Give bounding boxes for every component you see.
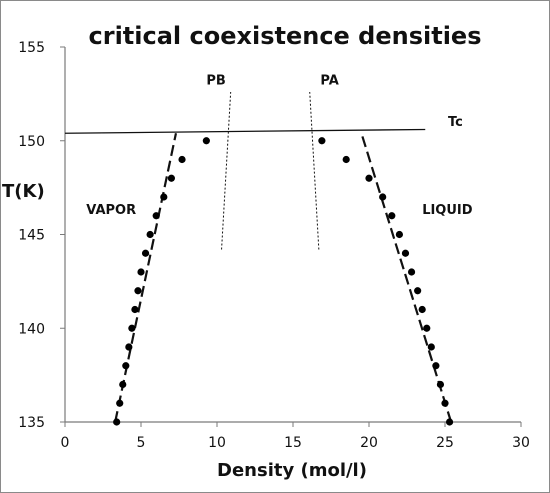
vapor-point — [128, 324, 136, 332]
annotations: PB PA Tc VAPOR LIQUID — [86, 74, 472, 218]
liquid-point — [342, 155, 350, 164]
vapor-point — [146, 230, 154, 239]
liquid-point — [365, 174, 373, 182]
liquid-point — [418, 305, 426, 314]
annotation-tc: Tc — [448, 115, 463, 130]
vapor-point — [202, 137, 210, 145]
liquid-point — [423, 324, 431, 332]
liquid-point — [379, 193, 387, 201]
liquid-point — [318, 137, 326, 145]
x-tick-label: 5 — [137, 435, 146, 451]
y-tick-label: 150 — [18, 134, 45, 150]
vapor-point — [160, 193, 168, 201]
annotation-pa: PA — [320, 74, 338, 89]
liquid-point — [427, 343, 435, 351]
x-tick-label: 15 — [284, 435, 302, 451]
vapor-point — [137, 268, 145, 276]
liquid-point — [401, 249, 410, 257]
annotation-liquid: LIQUID — [422, 203, 473, 218]
vapor-point — [131, 305, 139, 314]
liquid-point — [436, 380, 445, 389]
liquid-point — [395, 230, 403, 239]
chart-title: critical coexistence densities — [89, 22, 482, 50]
annotation-pb: PB — [206, 74, 225, 89]
vapor-point — [116, 399, 124, 407]
annotation-vapor: VAPOR — [86, 203, 136, 218]
fit-dashed-line-1 — [360, 132, 453, 423]
y-tick-label: 145 — [18, 228, 45, 244]
liquid-point — [445, 418, 454, 426]
reference-lines — [64, 91, 453, 423]
vapor-point — [152, 212, 160, 220]
vapor-point — [141, 249, 150, 257]
fit-dashed-line-0 — [114, 133, 178, 423]
liquid-point — [388, 212, 396, 220]
vapor-point — [134, 287, 142, 295]
vapor-point — [119, 380, 127, 389]
x-axis-label: Density (mol/l) — [217, 460, 367, 481]
vapor-point — [113, 418, 121, 426]
liquid-point — [432, 362, 440, 370]
x-tick-label: 30 — [512, 435, 530, 451]
liquid-point — [407, 268, 416, 276]
axes: 0 5 10 15 20 25 30 135 140 145 150 155 — [18, 40, 530, 451]
liquid-point — [414, 287, 422, 295]
data-points — [113, 137, 454, 426]
x-tick-label: 0 — [61, 435, 70, 451]
vapor-point — [167, 174, 175, 182]
y-axis-label: T(K) — [2, 181, 45, 202]
vapor-point — [178, 155, 186, 164]
y-tick-label: 155 — [18, 40, 45, 56]
vapor-point — [125, 343, 133, 351]
x-tick-label: 25 — [436, 435, 454, 451]
y-tick-label: 135 — [18, 415, 45, 431]
liquid-point — [441, 399, 449, 407]
vapor-point — [122, 362, 130, 370]
x-tick-label: 10 — [208, 435, 226, 451]
y-tick-label: 140 — [18, 321, 45, 337]
x-tick-label: 20 — [360, 435, 378, 451]
tc-line — [64, 128, 426, 134]
